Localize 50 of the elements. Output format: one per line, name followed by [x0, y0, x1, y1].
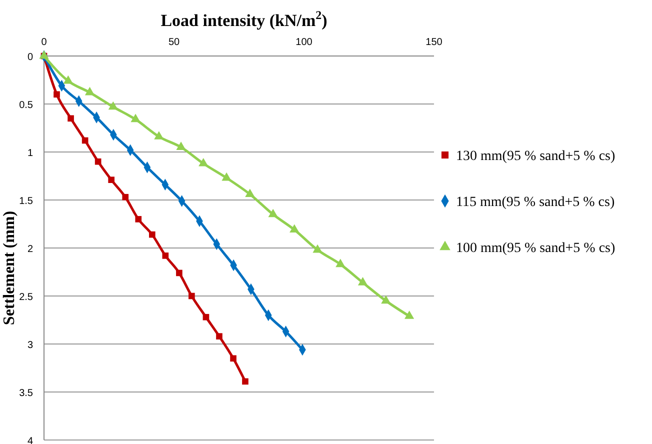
- point: [216, 333, 222, 340]
- point: [39, 50, 49, 59]
- point: [381, 295, 391, 304]
- y-tick-label: 3.5: [19, 388, 34, 399]
- y-tick-label: 2: [27, 244, 34, 255]
- point: [154, 131, 164, 140]
- y-tick-label: 4: [27, 436, 34, 444]
- legend-label: 130 mm(95 % sand+5 % cs): [456, 149, 616, 164]
- point: [82, 137, 88, 144]
- point: [176, 142, 186, 150]
- x-axis-title: Load intensity (kN/m$^{2}$): [160, 8, 328, 30]
- point: [202, 314, 210, 320]
- point: [135, 216, 142, 222]
- point: [149, 231, 156, 238]
- point: [358, 277, 368, 286]
- x-tick-label: 100: [296, 37, 313, 48]
- point: [312, 244, 322, 253]
- point: [84, 86, 95, 96]
- point: [63, 75, 73, 84]
- point: [245, 188, 255, 198]
- point: [268, 208, 278, 218]
- x-tick-label: 150: [426, 37, 443, 48]
- point: [94, 158, 102, 165]
- y-tick-label: 0: [27, 52, 34, 63]
- point: [130, 114, 140, 122]
- y-tick-label: 3: [27, 340, 34, 351]
- point: [54, 91, 60, 98]
- y-tick-label: 0.5: [19, 100, 34, 111]
- point: [108, 176, 115, 184]
- x-tick-label: 0: [41, 37, 48, 48]
- point: [68, 115, 74, 122]
- point: [188, 292, 195, 300]
- point: [162, 252, 169, 259]
- point: [198, 158, 208, 166]
- point: [404, 310, 414, 319]
- point: [222, 172, 232, 181]
- y-tick-label: 1: [27, 148, 34, 159]
- point: [242, 378, 248, 385]
- legend-label: 100 mm(95 % sand+5 % cs): [456, 241, 616, 256]
- y-tick-label: 1.5: [19, 196, 34, 207]
- point: [290, 224, 300, 233]
- point: [336, 258, 346, 268]
- point: [122, 194, 129, 200]
- point: [230, 355, 236, 362]
- x-tick-label: 50: [168, 37, 180, 48]
- y-tick-label: 2.5: [19, 292, 34, 303]
- point: [176, 270, 182, 276]
- legend-label: 115 mm(95 % sand+5 % cs): [456, 195, 615, 210]
- point: [108, 101, 118, 110]
- y-axis-title: Settlement (mm): [1, 210, 18, 326]
